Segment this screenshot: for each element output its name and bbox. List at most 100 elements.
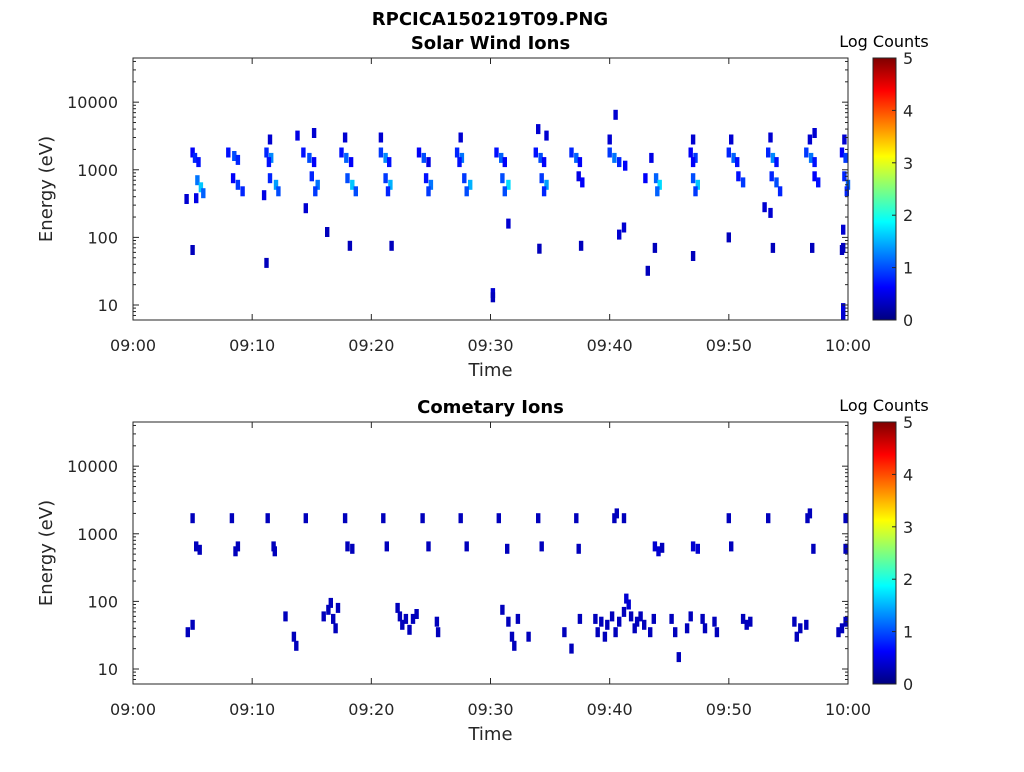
x-tick-label: 10:00 [825,700,871,719]
heatmap-cell [774,157,779,168]
colorbar-label: Log Counts [839,32,929,51]
heatmap-cell [301,147,306,158]
heatmap-cell [397,611,403,622]
y-tick-label: 100 [87,228,118,247]
heatmap-cell [617,157,622,168]
colorbar-tick-label: 1 [903,259,913,278]
heatmap-cell [194,193,199,204]
heatmap-cell [702,623,708,634]
heatmap-cell [632,623,637,634]
heatmap-cell [454,147,460,158]
heatmap-cell [273,179,279,190]
heatmap-cell [410,613,416,624]
y-tick-label: 10000 [67,457,118,476]
panel-2: 09:00 09:10 09:20 09:30 09:40 09:50 10:0010100… [36,396,929,745]
heatmap-cell [328,597,333,608]
heatmap-cell [235,541,241,552]
heatmap-cell [421,152,426,163]
heatmap-cell [226,147,231,158]
heatmap-cell [653,173,659,184]
heatmap-cell [628,611,634,622]
colorbar-label: Log Counts [839,396,929,415]
heatmap-cell [712,616,717,627]
heatmap-cell [500,173,505,184]
heatmap-cell [634,616,640,627]
heatmap-cell [842,134,847,145]
x-tick-label: 09:20 [348,336,394,355]
heatmap-cell [655,186,660,197]
heatmap-cell [652,242,658,253]
heatmap-cell [839,623,845,634]
heatmap-cell [700,613,705,624]
y-tick-label: 100 [87,592,118,611]
heatmap-cell [269,152,274,163]
heatmap-cell [714,627,720,638]
heatmap-cell [229,513,235,524]
x-tick-label: 09:00 [110,336,156,355]
heatmap-cell [502,157,507,168]
heatmap-cell [311,157,317,168]
heatmap-cell [621,606,627,617]
heatmap-cell [347,240,353,251]
heatmap-cell [656,546,661,557]
colorbar-tick-label: 1 [903,623,913,642]
heatmap-cell [533,147,538,158]
heatmap-cell [605,619,610,630]
heatmap-cell [541,157,547,168]
heatmap-cell [407,624,412,635]
heatmap-cell [690,157,696,168]
heatmap-cell [617,616,622,627]
colorbar-tick-label: 5 [903,413,913,432]
x-axis-label: Time [467,360,512,381]
heatmap-cell [768,207,773,218]
heatmap-cell [740,613,746,624]
heatmap-cell [303,203,308,214]
heatmap-cell [389,240,394,251]
x-tick-label: 09:20 [348,700,394,719]
x-tick-label: 10:00 [825,336,871,355]
heatmap-cell [192,152,198,163]
heatmap-cell [541,186,547,197]
heatmap-cell [624,593,629,604]
heatmap-cell [291,631,297,642]
heatmap-cell [267,134,273,145]
heatmap-cell [659,542,665,553]
heatmap-cell [294,640,299,651]
heatmap-cell [731,152,736,163]
y-tick-label: 10000 [67,93,118,112]
heatmap-cell [416,147,422,158]
heatmap-cell [599,616,604,627]
heatmap-cell [190,245,195,255]
y-tick-label: 1000 [77,525,118,544]
heatmap-cell [748,616,753,627]
heatmap-cell [693,152,698,163]
heatmap-cell [509,631,515,642]
heatmap-cell [383,152,388,163]
heatmap-cell [342,132,348,143]
heatmap-cell [335,602,341,613]
heatmap-cell [690,173,696,184]
heatmap-cell [326,604,331,615]
heatmap-cell [506,616,511,627]
heatmap-cell [798,623,803,634]
x-axis-label: Time [467,724,512,745]
heatmap-cell [688,147,693,158]
heatmap-cell [607,147,612,158]
heatmap-cell [690,541,696,552]
heatmap-cell [810,242,815,253]
heatmap-cell [261,190,267,201]
heatmap-cell [506,218,511,229]
x-tick-label: 09:40 [587,336,633,355]
heatmap-cell [426,541,431,552]
heatmap-cell [435,627,441,638]
heatmap-cell [744,619,749,630]
heatmap-cell [811,543,816,554]
heatmap-cell [595,627,600,638]
heatmap-cell [384,541,389,552]
y-axis-label: Energy (eV) [36,500,57,606]
heatmap-cell [403,613,409,624]
heatmap-cell [388,179,393,190]
heatmap-cell [729,134,734,145]
heatmap-cell [762,202,767,213]
heatmap-cell [283,611,288,622]
